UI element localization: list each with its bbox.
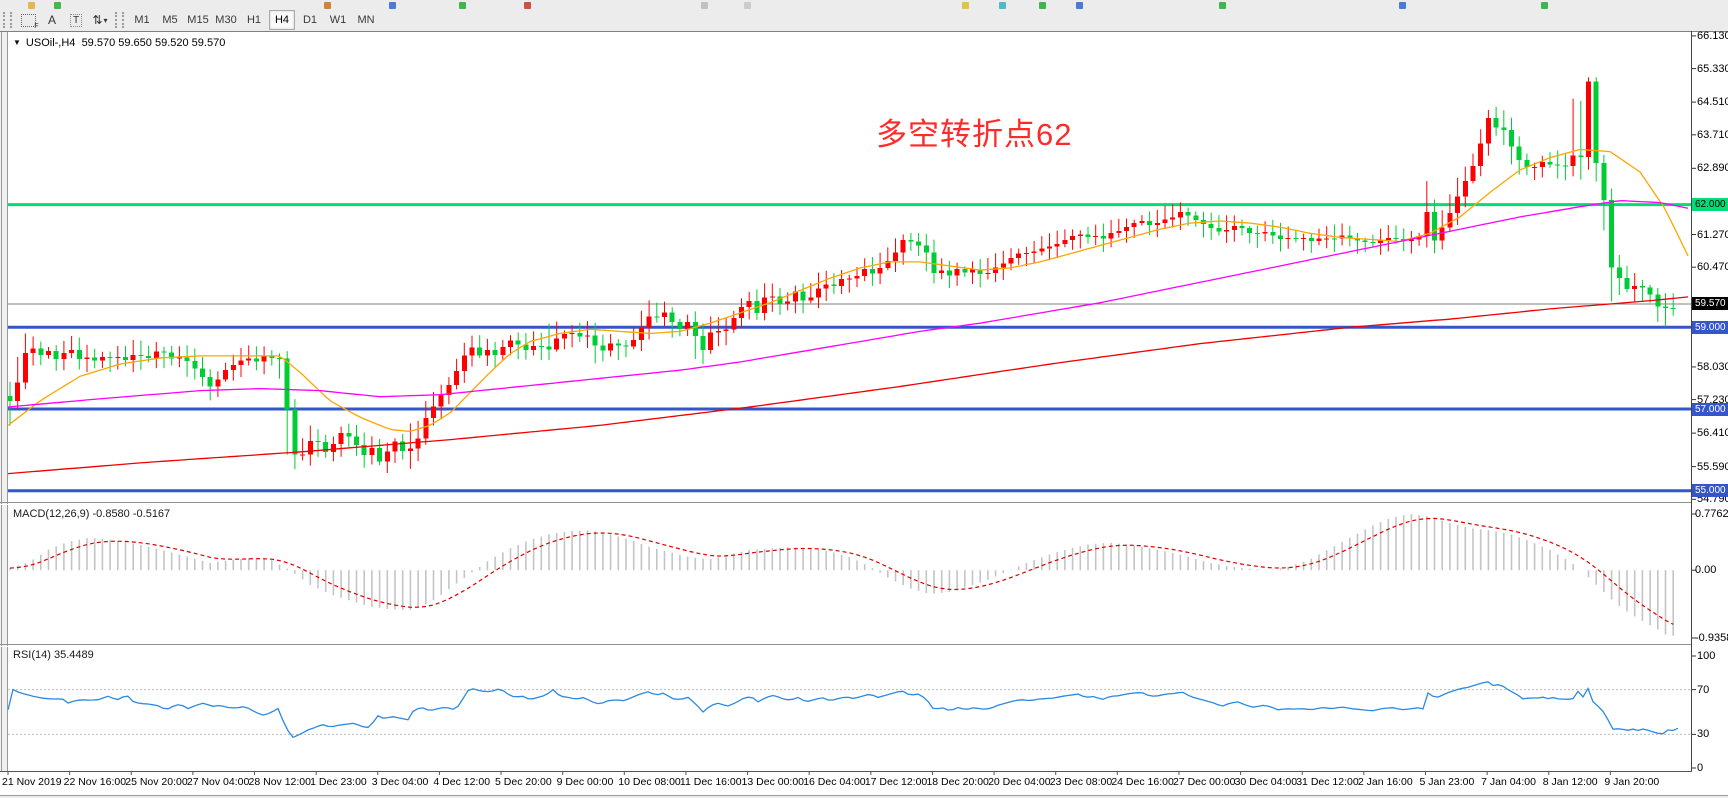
clipped-icon-fragment [28, 2, 35, 9]
chart-menu-triangle-icon[interactable]: ▼ [13, 38, 21, 47]
chart-annotation: 多空转折点62 [876, 117, 1073, 152]
date-tick-label: 28 Nov 12:00 [248, 776, 311, 788]
date-tick-label: 11 Dec 16:00 [679, 776, 742, 788]
rsi-tick-label: 30 [1697, 728, 1710, 741]
timeframe-bar: M1 M5 M15 M30 H1 H4 D1 W1 MN [128, 10, 380, 30]
price-tick-label: 61.270 [1697, 228, 1728, 241]
date-tick-label: 5 Dec 20:00 [495, 776, 552, 788]
date-tick-label: 2 Jan 16:00 [1357, 776, 1413, 788]
rsi-panel[interactable] [8, 681, 1691, 739]
date-tick-label: 9 Jan 20:00 [1604, 776, 1660, 788]
clipped-icon-fragment [1076, 2, 1083, 9]
selection-frame-icon[interactable]: F [16, 10, 40, 30]
date-tick-label: 20 Dec 04:00 [988, 776, 1051, 788]
date-tick-label: 27 Dec 00:00 [1172, 776, 1236, 788]
timeframe-button-m15[interactable]: M15 [187, 14, 209, 26]
date-tick-label: 9 Dec 00:00 [556, 776, 614, 788]
date-tick-label: 25 Nov 20:00 [125, 776, 188, 788]
text-label-icon[interactable]: A [47, 13, 56, 27]
timeframe-button-d1[interactable]: D1 [302, 14, 318, 26]
clipped-icon-fragment [389, 2, 396, 9]
chart-canvas[interactable] [0, 31, 1728, 798]
toolbar-grip[interactable] [3, 12, 12, 28]
clipped-icon-fragment [459, 2, 466, 9]
price-tick-label: 63.710 [1697, 128, 1728, 141]
price-tick-label: 56.410 [1697, 427, 1728, 440]
text-annotation-icon[interactable]: T [64, 10, 88, 30]
macd-tick-label: 0.7762 [1695, 508, 1728, 520]
candles [8, 77, 1676, 474]
level-badge-57.000: 57.000 [1692, 402, 1728, 416]
date-tick-label: 27 Nov 04:00 [186, 776, 250, 788]
date-tick-label: 23 Dec 08:00 [1049, 776, 1113, 788]
price-tick-label: 55.590 [1697, 460, 1728, 473]
macd-histogram [9, 514, 1674, 636]
timeframe-button-mn[interactable]: MN [357, 14, 375, 26]
toolbar-grip-2[interactable] [115, 12, 124, 28]
date-tick-label: 16 Dec 04:00 [803, 776, 866, 788]
price-tick-label: 58.030 [1697, 360, 1728, 373]
date-tick-label: 8 Jan 12:00 [1542, 776, 1598, 788]
rsi-tick-label: 0 [1697, 762, 1704, 774]
clipped-icon-fragment [1219, 2, 1226, 9]
date-tick-label: 5 Jan 23:00 [1419, 776, 1475, 788]
price-tick-label: 62.890 [1697, 162, 1728, 175]
main-chart-panel[interactable] [8, 77, 1692, 493]
timeframe-button-m1[interactable]: M1 [134, 14, 150, 26]
date-tick-label: 22 Nov 16:00 [63, 776, 127, 788]
level-badge-62.000: 62.000 [1692, 198, 1728, 212]
clipped-icon-fragment [962, 2, 969, 9]
chart-title: ▼ USOil-,H4 59.570 59.650 59.520 59.570 [13, 37, 226, 49]
clipped-icon-fragment [54, 2, 61, 9]
macd-label: MACD(12,26,9) -0.8580 -0.5167 [13, 508, 171, 520]
macd-tick-label: -0.9358 [1695, 632, 1728, 644]
clipped-icon-fragment [999, 2, 1006, 9]
date-tick-label: 7 Jan 04:00 [1481, 776, 1536, 788]
ma-slow-line [8, 296, 1689, 475]
macd-signal-line [9, 517, 1674, 625]
dropdown-caret-icon[interactable]: ▾ [103, 15, 108, 25]
object-arrange-icon[interactable]: ⇅ ▾ [92, 13, 108, 27]
level-badge-55.000: 55.000 [1692, 484, 1728, 498]
rsi-tick-label: 100 [1697, 650, 1716, 662]
date-tick-label: 10 Dec 08:00 [618, 776, 681, 788]
rsi-label: RSI(14) 35.4489 [13, 649, 94, 661]
price-tick-label: 60.470 [1697, 261, 1728, 274]
date-tick-label: 21 Nov 2019 [2, 776, 62, 788]
date-tick-label: 3 Dec 04:00 [371, 776, 429, 788]
date-tick-label: 4 Dec 12:00 [433, 776, 491, 788]
date-tick-label: 1 Dec 23:00 [310, 776, 367, 788]
timeframe-button-w1[interactable]: W1 [329, 14, 347, 26]
clipped-icon-fragment [701, 2, 708, 9]
clipped-icon-fragment [1541, 2, 1548, 9]
clipped-icon-fragment [744, 2, 751, 9]
macd-panel[interactable] [9, 514, 1674, 636]
chart-window[interactable]: ▼ USOil-,H4 59.570 59.650 59.520 59.570 多… [0, 29, 1728, 798]
date-tick-label: 24 Dec 16:00 [1111, 776, 1174, 788]
date-tick-label: 17 Dec 12:00 [864, 776, 928, 788]
clipped-icon-fragment [524, 2, 531, 9]
timeframe-button-m30[interactable]: M30 [215, 14, 237, 26]
level-badge-59.000: 59.000 [1692, 320, 1728, 334]
price-tick-label: 66.130 [1697, 29, 1728, 42]
timeframe-button-h4[interactable]: H4 [269, 10, 295, 30]
price-tick-label: 65.330 [1697, 62, 1728, 75]
date-tick-label: 13 Dec 00:00 [741, 776, 805, 788]
toolbar: F A T ⇅ ▾ M1 M5 M15 M30 H1 H4 D1 W1 MN [0, 9, 1728, 32]
current-price-badge: 59.570 [1692, 297, 1728, 311]
clipped-icon-fragment [1399, 2, 1406, 9]
timeframe-button-h1[interactable]: H1 [246, 14, 262, 26]
macd-tick-label: 0.00 [1695, 564, 1717, 577]
date-tick-label: 18 Dec 20:00 [926, 776, 989, 788]
ma-mid-line [8, 200, 1689, 408]
rsi-tick-label: 70 [1697, 683, 1710, 696]
rsi-line [8, 681, 1679, 739]
clipped-icon-fragment [1039, 2, 1046, 9]
timeframe-button-m5[interactable]: M5 [162, 14, 178, 26]
clipped-icon-fragment [324, 2, 331, 9]
price-tick-label: 64.510 [1697, 96, 1728, 109]
date-tick-label: 30 Dec 04:00 [1234, 776, 1298, 788]
date-tick-label: 31 Dec 12:00 [1296, 776, 1359, 788]
